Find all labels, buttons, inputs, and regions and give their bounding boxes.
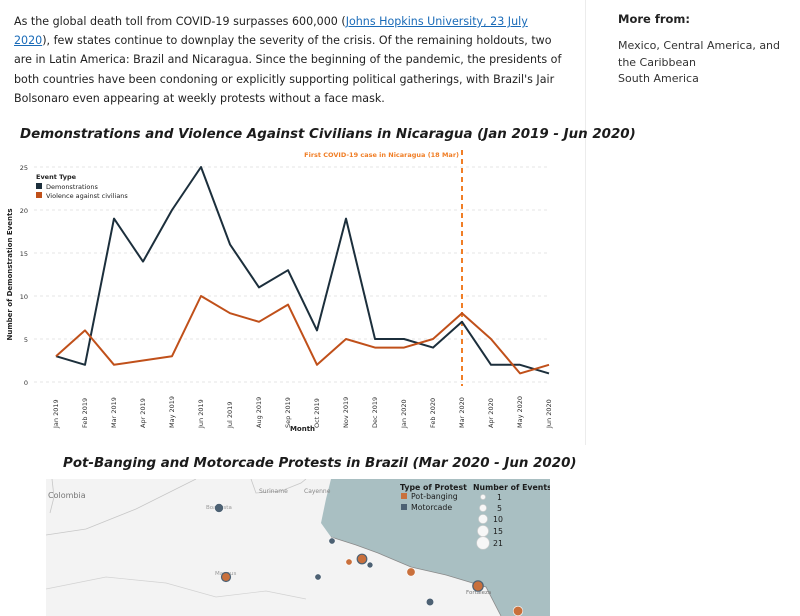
map-border-3 <box>49 479 55 514</box>
map-label-suriname: Suriname <box>259 488 288 495</box>
map-point-pot-banging <box>220 571 232 583</box>
map-point-motorcade <box>328 537 336 545</box>
map-label-fortaleza: Fortaleza <box>466 590 491 596</box>
map-legend-size-circle <box>477 525 489 537</box>
x-tick-label: Jan 2019 <box>52 399 60 429</box>
y-axis-title: Number of Demonstration Events <box>6 209 14 341</box>
map-label-colombia: Colombia <box>48 491 86 500</box>
x-tick-label: Oct 2019 <box>313 398 321 428</box>
map-legend-pot-label: Pot-banging <box>411 492 458 501</box>
map-point-pot-banging <box>356 553 368 565</box>
map-legend-size-circle <box>479 504 487 512</box>
sidebar: More from: Mexico, Central America, and … <box>618 12 798 88</box>
legend-title: Event Type <box>36 173 77 181</box>
x-tick-label: Jun 2019 <box>197 399 205 429</box>
chart2-title: Pot-Banging and Motorcade Protests in Br… <box>63 456 577 471</box>
map-legend-swatch-pot <box>401 493 407 499</box>
map-point-motorcade <box>314 573 322 581</box>
map-point-pot-banging <box>406 567 416 577</box>
sidebar-link-central-america[interactable]: Mexico, Central America, and the Caribbe… <box>618 39 781 69</box>
map-point-pot-banging <box>472 580 484 592</box>
map-point-motorcade <box>214 503 224 513</box>
x-tick-label: Apr 2020 <box>487 398 495 428</box>
map-river <box>46 576 307 600</box>
nicaragua-line-chart: 0 5 10 15 20 25 Jan 2019 Feb 2019 Mar 2019 Apr 20… <box>6 150 553 433</box>
paragraph-text-start: As the global death toll from COVID-19 s… <box>14 15 346 28</box>
x-tick-label: Jul 2019 <box>226 402 234 429</box>
map-legend-size-label: 1 <box>497 493 502 502</box>
map-legend-size-label: 10 <box>493 515 503 524</box>
x-tick-label: Feb 2019 <box>81 398 89 428</box>
legend-label: Demonstrations <box>46 183 98 191</box>
map-legend-swatch-motorcade <box>401 504 407 510</box>
legend-swatch <box>36 183 42 189</box>
paragraph-text-end: ), few states continue to downplay the s… <box>14 34 562 105</box>
x-tick-label: May 2019 <box>168 396 176 428</box>
x-tick-label: Jun 2020 <box>545 399 553 429</box>
intro-paragraph: As the global death toll from COVID-19 s… <box>14 12 562 108</box>
sidebar-link-south-america[interactable]: South America <box>618 72 699 85</box>
map-point-pot-banging <box>512 605 524 616</box>
y-tick-label: 0 <box>24 379 28 387</box>
map-legend-type-title: Type of Protest <box>400 483 467 492</box>
chart1-title: Demonstrations and Violence Against Civi… <box>20 127 636 142</box>
map-legend-size-circle <box>480 494 486 500</box>
map-border-2 <box>250 479 307 494</box>
y-tick-label: 5 <box>24 336 28 344</box>
x-axis-title: Month <box>290 425 315 433</box>
x-tick-label: Mar 2020 <box>458 397 466 428</box>
y-tick-label: 15 <box>20 250 28 258</box>
x-tick-label: Mar 2019 <box>110 397 118 428</box>
map-point-motorcade <box>366 561 374 569</box>
map-legend-size-circle <box>478 514 488 524</box>
x-tick-label: Dec 2019 <box>371 397 379 428</box>
map-coastline <box>330 536 502 616</box>
sidebar-heading: More from: <box>618 12 690 26</box>
map-legend-size-label: 15 <box>493 527 503 536</box>
x-tick-label: May 2020 <box>516 396 524 428</box>
map-point-pot-banging <box>345 558 353 566</box>
map-legend-size-label: 5 <box>497 504 502 513</box>
sidebar-divider <box>585 0 586 445</box>
map-legend-size-label: 21 <box>493 539 503 548</box>
series-line-demonstrations <box>55 166 550 375</box>
x-tick-label: Apr 2019 <box>139 398 147 428</box>
map-legend-size-circle <box>476 536 490 550</box>
y-tick-label: 20 <box>20 207 28 215</box>
x-tick-label: Feb 2020 <box>429 398 437 428</box>
map-ocean <box>321 479 550 616</box>
map-border-1 <box>46 479 197 536</box>
x-tick-label: Jan 2020 <box>400 399 408 429</box>
article-body: As the global death toll from COVID-19 s… <box>14 12 562 108</box>
x-tick-label: Sep 2019 <box>284 397 292 428</box>
map-label-cayenne: Cayenne <box>304 488 331 495</box>
map-point-motorcade <box>425 597 435 607</box>
y-tick-label: 25 <box>20 164 28 172</box>
legend-swatch <box>36 192 42 198</box>
map-legend-motorcade-label: Motorcade <box>411 503 452 512</box>
series-line-violence-against-civilians <box>55 295 550 375</box>
y-tick-label: 10 <box>20 293 28 301</box>
brazil-protest-map: Colombia Suriname Cayenne Boa Vista Mana… <box>46 479 550 616</box>
x-tick-label: Aug 2019 <box>255 397 263 428</box>
legend-label: Violence against civilians <box>46 192 128 200</box>
x-tick-label: Nov 2019 <box>342 397 350 428</box>
map-legend-size-title: Number of Events <box>473 483 550 492</box>
jhu-source-link[interactable]: Johns Hopkins University, 23 July 2020 <box>14 15 528 48</box>
covid-annotation-label: First COVID-19 case in Nicaragua (18 Mar… <box>304 151 459 159</box>
